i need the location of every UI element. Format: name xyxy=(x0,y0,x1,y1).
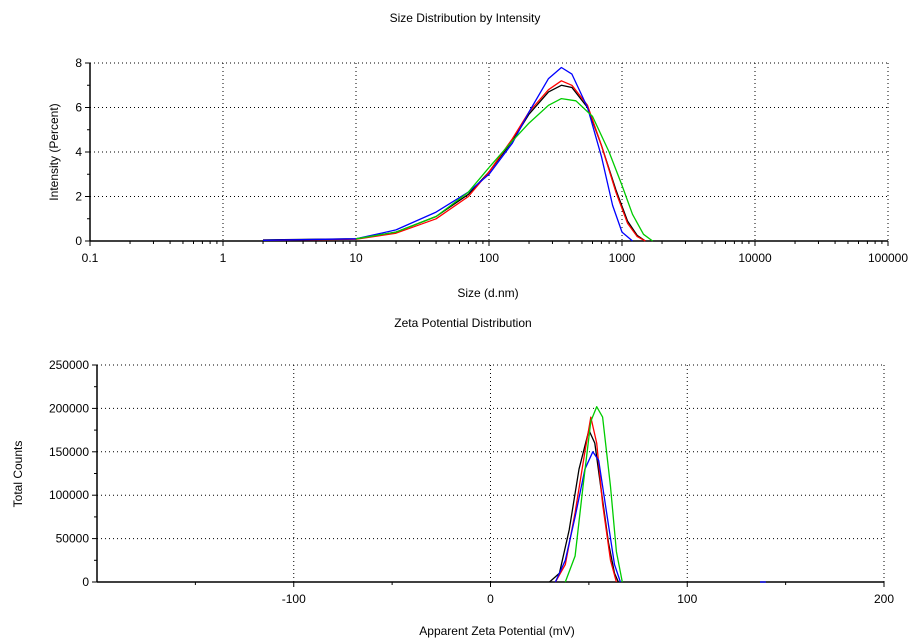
size-chart-series xyxy=(262,66,653,242)
x-tick-label: 100 xyxy=(479,251,499,265)
x-tick-label: 0.1 xyxy=(82,251,99,265)
y-tick-label: 100000 xyxy=(49,488,89,502)
series-line-1 xyxy=(262,80,646,242)
y-tick-label: 0 xyxy=(75,234,82,248)
size-chart-grid xyxy=(90,62,889,241)
y-tick-label: 2 xyxy=(75,190,82,204)
series-line-2 xyxy=(554,451,622,583)
series-line-2 xyxy=(262,66,633,242)
size-chart-xlabel: Size (d.nm) xyxy=(457,286,518,300)
y-tick-label: 0 xyxy=(82,575,89,589)
x-tick-label: 1000 xyxy=(609,251,636,265)
zeta-chart-grid xyxy=(97,364,885,582)
size-chart-title: Size Distribution by Intensity xyxy=(390,11,541,25)
y-tick-label: 8 xyxy=(75,56,82,70)
y-tick-label: 200000 xyxy=(49,401,89,415)
x-tick-label: 1 xyxy=(220,251,227,265)
y-tick-label: 4 xyxy=(75,145,82,159)
series-line-3 xyxy=(564,406,623,583)
size-chart-ylabel: Intensity (Percent) xyxy=(47,103,61,200)
series-line-0 xyxy=(549,429,619,583)
x-tick-label: 0 xyxy=(487,592,494,606)
x-tick-label: 10000 xyxy=(738,251,772,265)
zeta-chart-title: Zeta Potential Distribution xyxy=(394,316,531,330)
y-tick-label: 6 xyxy=(75,101,82,115)
x-tick-label: -100 xyxy=(282,592,306,606)
y-tick-label: 250000 xyxy=(49,358,89,372)
zeta-chart-series xyxy=(549,406,766,583)
zeta-potential-chart: Zeta Potential Distribution 0 50000 100000… xyxy=(11,316,894,638)
x-tick-label: 100000 xyxy=(868,251,908,265)
size-distribution-chart: Size Distribution by Intensity 0 2 4 6 8 0.1 1… xyxy=(47,11,908,300)
x-tick-label: 100 xyxy=(677,592,697,606)
x-tick-label: 200 xyxy=(874,592,894,606)
y-tick-label: 50000 xyxy=(56,532,90,546)
zeta-chart-ticks: 0 50000 100000 150000 200000 250000 -100 0 100 20… xyxy=(49,358,894,606)
size-chart-ticks: 0 2 4 6 8 0.1 1 10 100 1000 10000 100000 xyxy=(75,56,908,265)
x-tick-label: 10 xyxy=(349,251,363,265)
zeta-chart-ylabel: Total Counts xyxy=(11,441,25,508)
zeta-chart-xlabel: Apparent Zeta Potential (mV) xyxy=(419,624,574,638)
series-line-3 xyxy=(355,97,653,242)
y-tick-label: 150000 xyxy=(49,445,89,459)
